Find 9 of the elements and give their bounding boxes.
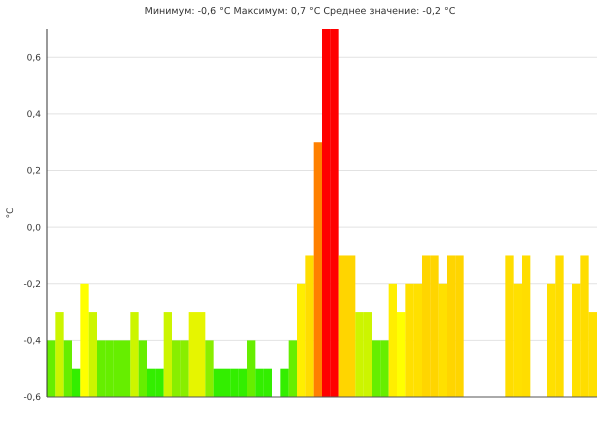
y-tick-label: 0,2 bbox=[26, 166, 41, 177]
y-axis-title: °C bbox=[6, 208, 16, 218]
y-tick-label: 0,0 bbox=[26, 223, 42, 234]
chart-title: Минимум: -0,6 °C Максимум: 0,7 °C Среднее значение: -0,2 °C bbox=[144, 6, 456, 17]
y-tick-label: -0,4 bbox=[23, 336, 42, 347]
y-tick-label: -0,2 bbox=[23, 280, 41, 290]
y-tick-label: 0,6 bbox=[26, 53, 42, 64]
y-tick-label: -0,6 bbox=[23, 393, 42, 404]
y-tick-label: 0,4 bbox=[26, 110, 42, 120]
